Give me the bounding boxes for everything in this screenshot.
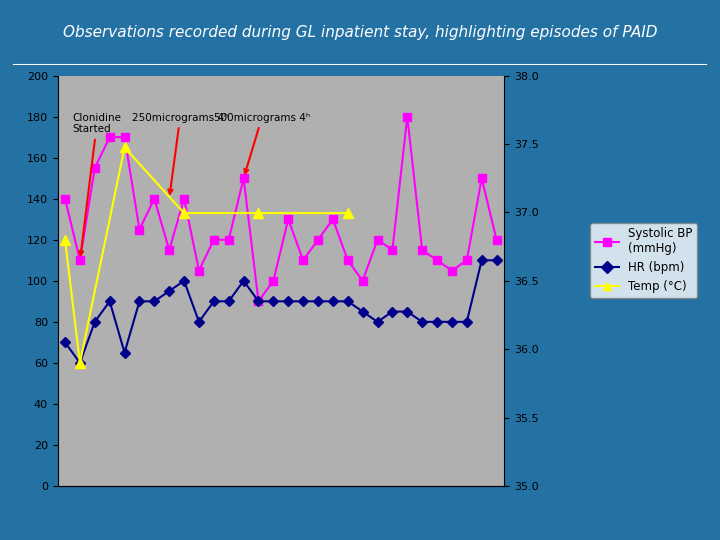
- Systolic BP
(mmHg): [477, 175, 486, 181]
- HR (bpm): [328, 298, 337, 305]
- HR (bpm): [225, 298, 233, 305]
- Systolic BP
(mmHg): [105, 134, 114, 140]
- Systolic BP
(mmHg): [284, 216, 292, 222]
- HR (bpm): [462, 319, 471, 325]
- Systolic BP
(mmHg): [120, 134, 129, 140]
- HR (bpm): [120, 349, 129, 356]
- Systolic BP
(mmHg): [373, 237, 382, 243]
- HR (bpm): [359, 308, 367, 315]
- Systolic BP
(mmHg): [462, 257, 471, 264]
- HR (bpm): [388, 308, 397, 315]
- Systolic BP
(mmHg): [91, 165, 99, 171]
- Systolic BP
(mmHg): [433, 257, 441, 264]
- Systolic BP
(mmHg): [150, 195, 158, 202]
- HR (bpm): [343, 298, 352, 305]
- Temp (°C): [180, 210, 189, 217]
- Line: Systolic BP
(mmHg): Systolic BP (mmHg): [61, 112, 500, 306]
- Line: Temp (°C): Temp (°C): [60, 143, 353, 368]
- Systolic BP
(mmHg): [448, 267, 456, 274]
- Text: 500micrograms 4ʰ: 500micrograms 4ʰ: [214, 112, 310, 173]
- HR (bpm): [299, 298, 307, 305]
- Systolic BP
(mmHg): [165, 247, 174, 253]
- HR (bpm): [477, 257, 486, 264]
- HR (bpm): [448, 319, 456, 325]
- Systolic BP
(mmHg): [239, 175, 248, 181]
- HR (bpm): [76, 360, 84, 366]
- Temp (°C): [254, 210, 263, 217]
- HR (bpm): [210, 298, 218, 305]
- HR (bpm): [60, 339, 69, 346]
- Text: Observations recorded during GL inpatient stay, highlighting episodes of PAID: Observations recorded during GL inpatien…: [63, 25, 657, 40]
- Temp (°C): [76, 360, 84, 366]
- HR (bpm): [433, 319, 441, 325]
- HR (bpm): [373, 319, 382, 325]
- Systolic BP
(mmHg): [60, 195, 69, 202]
- Temp (°C): [60, 237, 69, 243]
- HR (bpm): [492, 257, 501, 264]
- Text: Clonidine
Started: Clonidine Started: [73, 112, 122, 255]
- HR (bpm): [403, 308, 412, 315]
- Systolic BP
(mmHg): [359, 278, 367, 284]
- Systolic BP
(mmHg): [225, 237, 233, 243]
- HR (bpm): [269, 298, 278, 305]
- Legend: Systolic BP
(mmHg), HR (bpm), Temp (°C): Systolic BP (mmHg), HR (bpm), Temp (°C): [590, 222, 697, 298]
- HR (bpm): [91, 319, 99, 325]
- Systolic BP
(mmHg): [343, 257, 352, 264]
- Systolic BP
(mmHg): [299, 257, 307, 264]
- Systolic BP
(mmHg): [135, 226, 144, 233]
- Temp (°C): [343, 210, 352, 217]
- HR (bpm): [105, 298, 114, 305]
- Systolic BP
(mmHg): [210, 237, 218, 243]
- Systolic BP
(mmHg): [492, 237, 501, 243]
- Systolic BP
(mmHg): [328, 216, 337, 222]
- Systolic BP
(mmHg): [194, 267, 203, 274]
- HR (bpm): [150, 298, 158, 305]
- Systolic BP
(mmHg): [388, 247, 397, 253]
- Systolic BP
(mmHg): [76, 257, 84, 264]
- Systolic BP
(mmHg): [269, 278, 278, 284]
- Systolic BP
(mmHg): [403, 113, 412, 120]
- Systolic BP
(mmHg): [418, 247, 426, 253]
- HR (bpm): [194, 319, 203, 325]
- HR (bpm): [135, 298, 144, 305]
- Systolic BP
(mmHg): [180, 195, 189, 202]
- Text: 250micrograms 4ʰ: 250micrograms 4ʰ: [132, 112, 228, 194]
- Temp (°C): [120, 144, 129, 151]
- Line: HR (bpm): HR (bpm): [62, 257, 500, 366]
- HR (bpm): [314, 298, 323, 305]
- HR (bpm): [254, 298, 263, 305]
- Systolic BP
(mmHg): [254, 298, 263, 305]
- HR (bpm): [180, 278, 189, 284]
- HR (bpm): [284, 298, 292, 305]
- HR (bpm): [418, 319, 426, 325]
- HR (bpm): [239, 278, 248, 284]
- Systolic BP
(mmHg): [314, 237, 323, 243]
- HR (bpm): [165, 288, 174, 294]
